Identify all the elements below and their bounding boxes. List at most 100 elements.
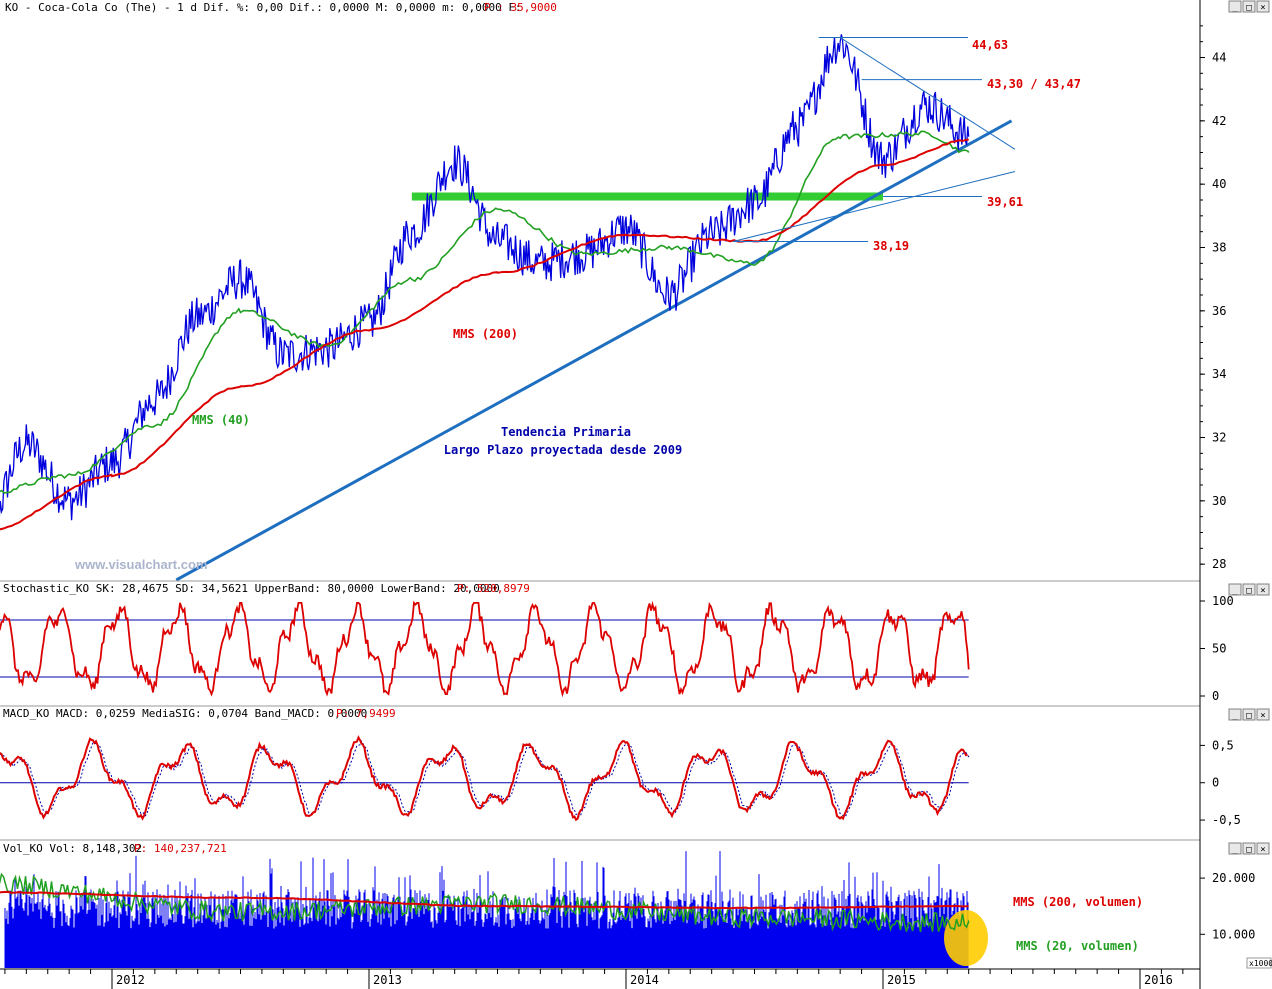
window-button-frame[interactable]	[1242, 708, 1256, 721]
window-button-label[interactable]: _	[1232, 586, 1238, 596]
volume-mms200-line	[0, 890, 969, 910]
macd-y-axis: 0,5 0 -0,5	[1200, 738, 1241, 827]
window-button-2[interactable]: ×	[1256, 708, 1270, 721]
window-button-frame[interactable]	[1256, 0, 1270, 13]
window-button-label[interactable]: _	[1232, 845, 1238, 855]
window-button-2[interactable]: ×	[1256, 842, 1270, 855]
macd-header: MACD_KO MACD: 0,0259 MediaSIG: 0,0704 Ba…	[3, 707, 367, 720]
annotation-38-19: 38,19	[873, 239, 909, 253]
window-button-label[interactable]: □	[1246, 586, 1252, 596]
label-vol-mms200: MMS (200, volumen)	[1013, 895, 1143, 909]
volume-header-p: P: 140,237,721	[134, 842, 227, 855]
y-tick-label: 0,5	[1212, 738, 1234, 752]
stochastic-bands	[0, 619, 969, 678]
y-tick-label: 28	[1212, 557, 1226, 571]
window-button-label[interactable]: □	[1246, 711, 1252, 721]
y-tick-label: 44	[1212, 51, 1226, 65]
price-window-buttons[interactable]: _ □ ×	[1228, 0, 1270, 13]
macd-header-p: P: 7,9499	[336, 707, 396, 720]
price-header: KO - Coca-Cola Co (The) - 1 d Dif. %: 0,…	[5, 1, 522, 14]
window-button-frame[interactable]	[1256, 583, 1270, 596]
price-panel: KO - Coca-Cola Co (The) - 1 d Dif. %: 0,…	[0, 0, 1270, 582]
y-tick-label: 36	[1212, 304, 1226, 318]
stochastic-panel: Stochastic_KO SK: 28,4675 SD: 34,5621 Up…	[0, 580, 1270, 703]
volume-unit-box	[1246, 957, 1272, 969]
stochastic-window-buttons[interactable]: _ □ ×	[1228, 583, 1270, 596]
y-tick-label: 0	[1212, 689, 1219, 703]
volume-unit-label: x1000	[1249, 959, 1272, 968]
y-tick-label: 100	[1212, 594, 1234, 608]
window-button-1[interactable]: □	[1242, 842, 1256, 855]
window-button-frame[interactable]	[1242, 842, 1256, 855]
window-button-frame[interactable]	[1228, 583, 1242, 596]
window-button-label[interactable]: ×	[1260, 845, 1265, 855]
volume-header: Vol_KO Vol: 8,148,302	[3, 842, 142, 855]
label-trend-subtitle: Largo Plazo proyectada desde 2009	[444, 443, 682, 457]
stochastic-header: Stochastic_KO SK: 28,4675 SD: 34,5621 Up…	[3, 582, 500, 595]
macd-signal-line	[0, 739, 971, 818]
y-tick-label: 38	[1212, 241, 1226, 255]
x-axis: 2012 2013 2014 2015 2016	[0, 968, 1200, 989]
y-tick-label: 42	[1212, 114, 1226, 128]
y-tick-label: 10.000	[1212, 927, 1255, 941]
window-button-frame[interactable]	[1242, 0, 1256, 13]
window-button-frame[interactable]	[1242, 583, 1256, 596]
macd-panel: MACD_KO MACD: 0,0259 MediaSIG: 0,0704 Ba…	[0, 705, 1270, 827]
window-button-0[interactable]: _	[1228, 583, 1242, 596]
window-button-label[interactable]: _	[1232, 711, 1238, 721]
x-tick-label: 2015	[887, 973, 916, 987]
y-tick-label: 50	[1212, 642, 1226, 656]
volume-mms20-line	[0, 872, 970, 933]
primary-trendline	[175, 119, 1013, 582]
label-vol-mms20: MMS (20, volumen)	[1016, 939, 1139, 953]
window-button-label[interactable]: ×	[1260, 3, 1265, 13]
x-tick-label: 2016	[1144, 973, 1173, 987]
volume-highlight	[944, 910, 988, 966]
window-button-1[interactable]: □	[1242, 708, 1256, 721]
y-tick-label: 34	[1212, 367, 1226, 381]
window-button-1[interactable]: □	[1242, 583, 1256, 596]
mms200-series-line	[0, 138, 969, 531]
y-tick-label: 40	[1212, 177, 1226, 191]
annotation-43-30: 43,30 / 43,47	[987, 77, 1081, 91]
label-mms200: MMS (200)	[453, 327, 518, 341]
volume-window-buttons[interactable]: _ □ ×	[1228, 842, 1270, 855]
macd-series-line	[0, 735, 968, 822]
annotation-44-63: 44,63	[972, 38, 1008, 52]
volume-panel: Vol_KO Vol: 8,148,302 P: 140,237,721 _ □ ×…	[0, 839, 1272, 969]
price-header-p: P : 35,9000	[484, 1, 557, 14]
window-button-2[interactable]: ×	[1256, 583, 1270, 596]
window-button-label[interactable]: □	[1246, 845, 1252, 855]
window-button-0[interactable]: _	[1228, 842, 1242, 855]
annotation-39-61: 39,61	[987, 195, 1023, 209]
window-button-frame[interactable]	[1228, 708, 1242, 721]
volume-y-axis: 20.000 10.000	[1200, 871, 1255, 941]
stochastic-series-line	[0, 600, 970, 698]
window-button-1[interactable]: □	[1242, 0, 1256, 13]
triangle-upper-line	[839, 37, 1016, 150]
window-button-frame[interactable]	[1256, 842, 1270, 855]
y-tick-label: -0,5	[1212, 813, 1241, 827]
y-tick-label: 32	[1212, 431, 1226, 445]
window-button-2[interactable]: ×	[1256, 0, 1270, 13]
window-button-label[interactable]: ×	[1260, 586, 1265, 596]
window-button-frame[interactable]	[1256, 708, 1270, 721]
y-tick-label: 0	[1212, 776, 1219, 790]
price-guide-lines	[732, 37, 1016, 242]
y-tick-label: 30	[1212, 494, 1226, 508]
watermark: www.visualchart.com	[74, 557, 207, 572]
macd-window-buttons[interactable]: _ □ ×	[1228, 708, 1270, 721]
window-button-label[interactable]: _	[1232, 3, 1238, 13]
x-tick-label: 2012	[116, 973, 145, 987]
mms40-series-line	[0, 130, 970, 494]
price-series-line	[0, 34, 970, 521]
window-button-label[interactable]: ×	[1260, 711, 1265, 721]
window-button-frame[interactable]	[1228, 0, 1242, 13]
window-button-frame[interactable]	[1228, 842, 1242, 855]
window-button-0[interactable]: _	[1228, 708, 1242, 721]
y-tick-label: 20.000	[1212, 871, 1255, 885]
stochastic-y-axis: 0 50 100	[1200, 594, 1234, 703]
window-button-label[interactable]: □	[1246, 3, 1252, 13]
window-button-0[interactable]: _	[1228, 0, 1242, 13]
